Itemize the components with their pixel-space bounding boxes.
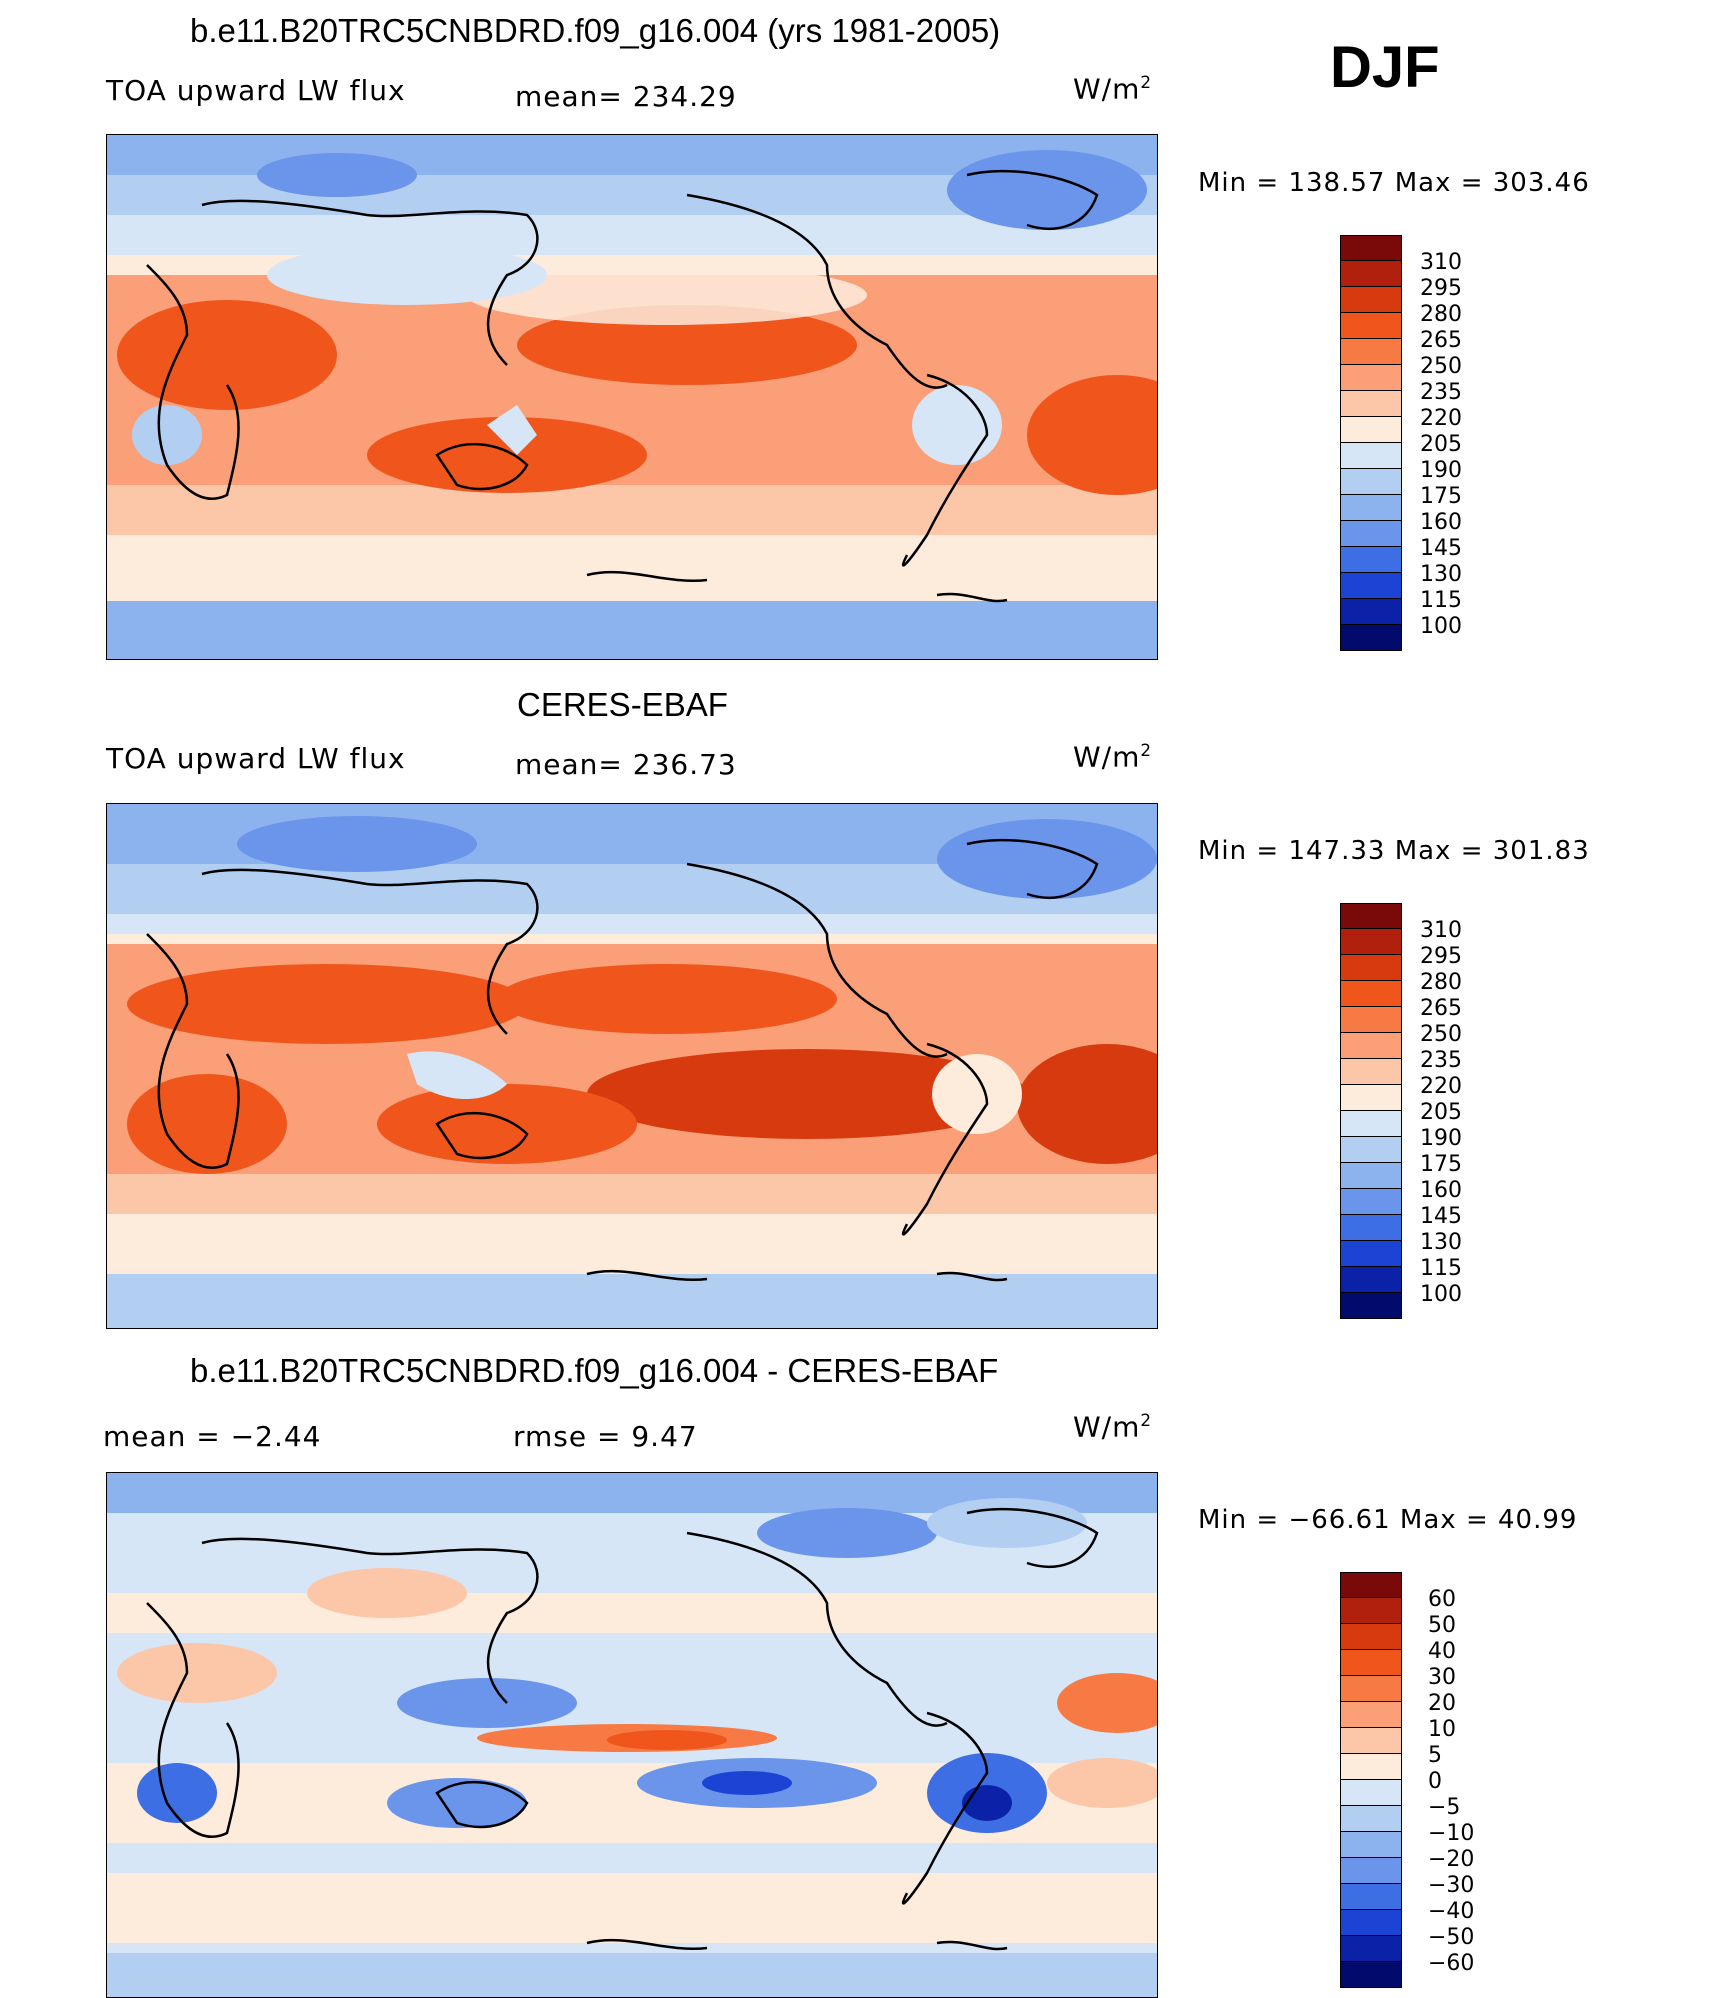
colorbar-tick: 145: [1420, 536, 1462, 561]
colorbar-tick: 235: [1420, 380, 1462, 405]
colorbar-tick: −20: [1428, 1847, 1475, 1872]
panel2-min-max: Min = 147.33 Max = 301.83: [1198, 836, 1590, 866]
colorbar-tick: 40: [1428, 1639, 1456, 1664]
colorbar-tick: −5: [1428, 1795, 1461, 1820]
colorbar-tick: 220: [1420, 1074, 1462, 1099]
colorbar-tick: 30: [1428, 1665, 1456, 1690]
panel1-title: b.e11.B20TRC5CNBDRD.f09_g16.004 (yrs 198…: [190, 12, 1001, 49]
colorbar-tick: 205: [1420, 1100, 1462, 1125]
panel3-title: b.e11.B20TRC5CNBDRD.f09_g16.004 - CERES-…: [190, 1352, 999, 1389]
season-label: DJF: [1330, 35, 1440, 100]
panel3-min-max: Min = −66.61 Max = 40.99: [1198, 1505, 1578, 1535]
panel3-colorbar: [1340, 1572, 1404, 1988]
colorbar-tick: 205: [1420, 432, 1462, 457]
panel1-map: [106, 134, 1158, 660]
panel2-variable-label: TOA upward LW flux: [106, 742, 406, 775]
colorbar-tick: 310: [1420, 918, 1462, 943]
panel3-map: [106, 1472, 1158, 1998]
colorbar-tick: 250: [1420, 354, 1462, 379]
colorbar-tick: 50: [1428, 1613, 1456, 1638]
panel1-variable-label: TOA upward LW flux: [106, 74, 406, 107]
colorbar-tick: 100: [1420, 614, 1462, 639]
colorbar-tick: 130: [1420, 1230, 1462, 1255]
panel2-units: W/m2: [1073, 740, 1153, 774]
colorbar-tick: 265: [1420, 996, 1462, 1021]
panel2-colorbar: [1340, 903, 1404, 1319]
colorbar-tick: −30: [1428, 1873, 1475, 1898]
coastlines: [146, 838, 1099, 1282]
panel2-map-svg: [107, 804, 1157, 1328]
colorbar-tick: 190: [1420, 458, 1462, 483]
panel1-units: W/m2: [1073, 72, 1153, 106]
colorbar-tick: 5: [1428, 1743, 1442, 1768]
colorbar-tick: 280: [1420, 302, 1462, 327]
colorbar-tick: 175: [1420, 1152, 1462, 1177]
colorbar-tick: 280: [1420, 970, 1462, 995]
colorbar-tick: 220: [1420, 406, 1462, 431]
coastlines: [146, 1507, 1099, 1951]
panel2-map: [106, 803, 1158, 1329]
colorbar-tick: 295: [1420, 944, 1462, 969]
panel3-map-svg: [107, 1473, 1157, 1997]
colorbar-tick: 235: [1420, 1048, 1462, 1073]
panel1-map-svg: [107, 135, 1157, 659]
panel3-rmse-label: rmse = 9.47: [513, 1420, 698, 1453]
panel2-title: CERES-EBAF: [517, 686, 728, 723]
colorbar-tick: 160: [1420, 1178, 1462, 1203]
panel3-units: W/m2: [1073, 1410, 1153, 1444]
colorbar-tick: 20: [1428, 1691, 1456, 1716]
colorbar-tick: −40: [1428, 1899, 1475, 1924]
colorbar-tick: 0: [1428, 1769, 1442, 1794]
colorbar-tick: 145: [1420, 1204, 1462, 1229]
colorbar-tick: −10: [1428, 1821, 1475, 1846]
colorbar-tick: 295: [1420, 276, 1462, 301]
colorbar-tick: 175: [1420, 484, 1462, 509]
panel3-mean-label: mean = −2.44: [103, 1420, 322, 1453]
colorbar-tick: 190: [1420, 1126, 1462, 1151]
coastlines: [146, 169, 1099, 603]
colorbar-tick: 250: [1420, 1022, 1462, 1047]
colorbar-tick: −60: [1428, 1951, 1475, 1976]
colorbar-tick: 60: [1428, 1587, 1456, 1612]
colorbar-tick: −50: [1428, 1925, 1475, 1950]
colorbar-tick: 100: [1420, 1282, 1462, 1307]
panel1-min-max: Min = 138.57 Max = 303.46: [1198, 168, 1590, 198]
panel1-colorbar: [1340, 235, 1404, 651]
colorbar-tick: 115: [1420, 1256, 1462, 1281]
colorbar-tick: 10: [1428, 1717, 1456, 1742]
colorbar-tick: 115: [1420, 588, 1462, 613]
panel2-mean-label: mean= 236.73: [515, 748, 737, 781]
panel1-mean-label: mean= 234.29: [515, 80, 737, 113]
colorbar-tick: 265: [1420, 328, 1462, 353]
colorbar-tick: 160: [1420, 510, 1462, 535]
colorbar-tick: 310: [1420, 250, 1462, 275]
colorbar-tick: 130: [1420, 562, 1462, 587]
